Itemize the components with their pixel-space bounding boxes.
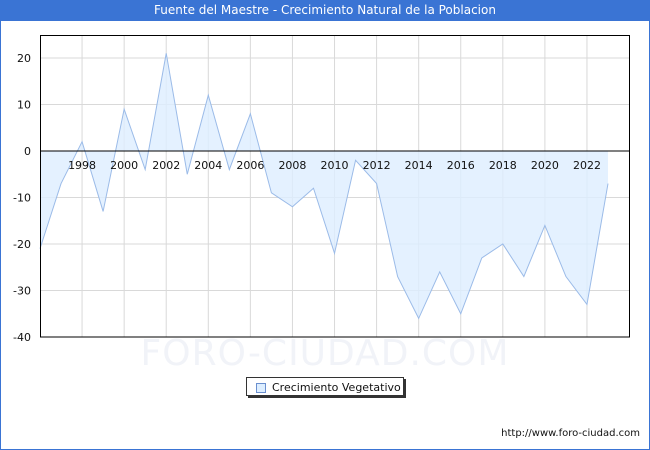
chart-title: Fuente del Maestre - Crecimiento Natural… — [0, 0, 650, 21]
legend-swatch-icon — [256, 383, 266, 393]
x-tick-label: 2020 — [531, 159, 559, 172]
y-tick-label: -10 — [13, 192, 31, 205]
legend: Crecimiento Vegetativo — [246, 377, 404, 396]
source-link[interactable]: http://www.foro-ciudad.com — [501, 428, 640, 439]
x-axis-labels: 1998 2000 2002 2004 2006 2008 2010 2012 2014 2016… — [68, 159, 601, 172]
x-tick-label: 2004 — [194, 159, 222, 172]
legend-label: Crecimiento Vegetativo — [272, 381, 401, 394]
x-tick-label: 2000 — [110, 159, 138, 172]
y-tick-label: 10 — [17, 99, 31, 112]
area-series — [40, 53, 608, 319]
x-tick-label: 2022 — [573, 159, 601, 172]
x-tick-label: 2010 — [321, 159, 349, 172]
x-tick-label: 2014 — [405, 159, 433, 172]
y-tick-label: 20 — [17, 52, 31, 65]
watermark: FORO-CIUDAD.COM — [140, 333, 510, 374]
x-tick-label: 2008 — [278, 159, 306, 172]
x-tick-label: 2018 — [489, 159, 517, 172]
x-tick-label: 2006 — [236, 159, 264, 172]
plot-border — [40, 35, 630, 338]
series-line — [39, 53, 609, 320]
x-tick-label: 2016 — [447, 159, 475, 172]
y-tick-label: 0 — [24, 145, 31, 158]
x-tick-label: 1998 — [68, 159, 96, 172]
y-tick-label: -40 — [13, 331, 31, 344]
y-tick-label: -30 — [13, 285, 31, 298]
y-axis-labels: 20 10 0 -10 -20 -30 -40 — [13, 52, 31, 344]
x-tick-label: 2012 — [363, 159, 391, 172]
x-tick-label: 2002 — [152, 159, 180, 172]
y-tick-label: -20 — [13, 238, 31, 251]
